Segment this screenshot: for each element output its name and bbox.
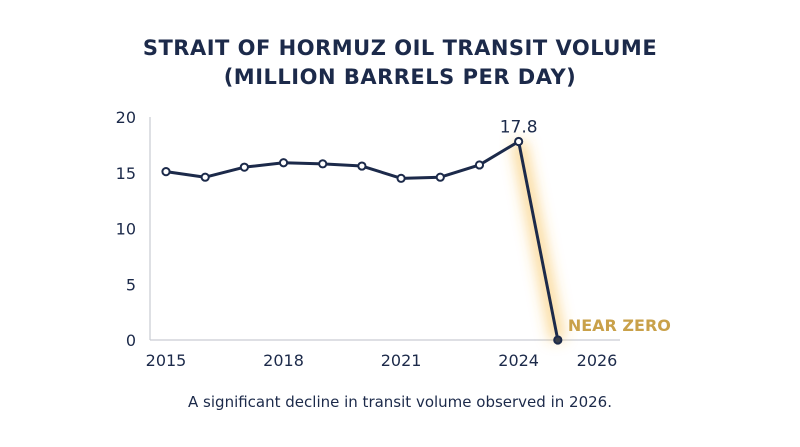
axes: 0 5 10 15 20 2015 2018 2021 2024 2026 — [116, 108, 620, 370]
y-tick-label: 5 — [126, 275, 136, 294]
data-point — [161, 167, 171, 177]
x-tick-label: 2024 — [498, 351, 539, 370]
data-point — [435, 172, 445, 182]
y-tick-label: 15 — [116, 164, 136, 183]
y-tick-label: 0 — [126, 331, 136, 350]
data-point — [553, 335, 563, 345]
data-point — [200, 172, 210, 182]
x-tick-label: 2018 — [263, 351, 304, 370]
series-line — [165, 140, 560, 341]
y-tick-label: 10 — [116, 220, 136, 239]
data-point — [357, 161, 367, 171]
near-zero-label: NEAR ZERO — [568, 316, 671, 335]
x-tick-label: 2021 — [381, 351, 422, 370]
y-tick-label: 20 — [116, 108, 136, 127]
data-point — [474, 160, 485, 170]
data-point — [514, 136, 524, 147]
chart-caption: A significant decline in transit volume … — [188, 393, 612, 411]
data-point — [396, 173, 406, 183]
series — [161, 136, 563, 345]
data-point — [278, 158, 289, 168]
chart-title-line-2: (MILLION BARRELS PER DAY) — [223, 65, 577, 89]
chart-title-line-1: STRAIT OF HORMUZ OIL TRANSIT VOLUME — [142, 36, 658, 60]
peak-value-label: 17.8 — [500, 118, 538, 138]
annotations: 17.8 NEAR ZERO — [500, 118, 671, 335]
x-tick-label: 2015 — [146, 351, 187, 370]
data-point — [318, 159, 328, 169]
data-point — [239, 162, 249, 172]
x-tick-label: 2026 — [577, 351, 618, 370]
